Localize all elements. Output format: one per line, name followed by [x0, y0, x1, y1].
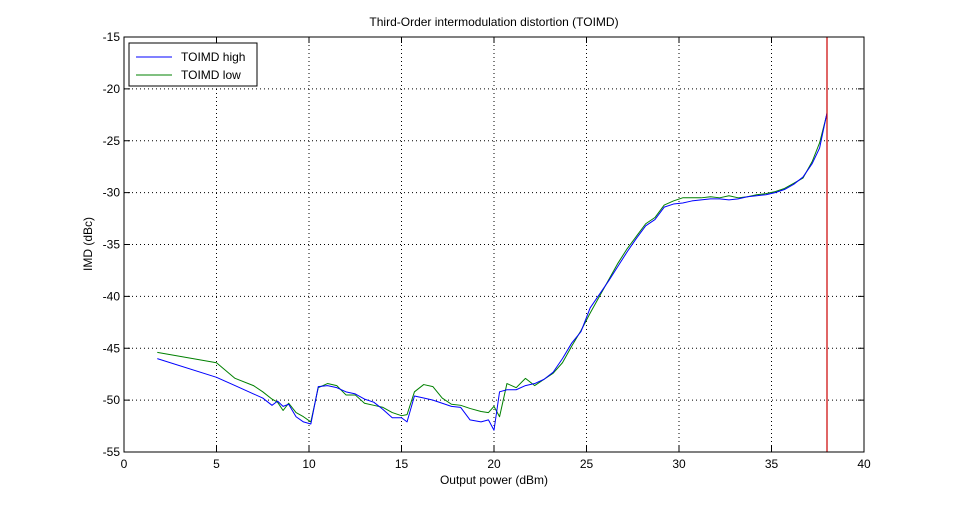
- x-tick-label: 0: [121, 457, 128, 471]
- legend-box: [128, 42, 258, 87]
- x-tick-label: 30: [672, 457, 686, 471]
- series-layer: [157, 112, 828, 431]
- y-tick-label: -50: [103, 393, 121, 407]
- legend-label-high: TOIMD high: [181, 50, 245, 64]
- y-tick-label: -55: [103, 445, 121, 459]
- y-tick-label: -40: [103, 289, 121, 303]
- x-tick-label: 40: [857, 457, 871, 471]
- x-tick-label: 5: [213, 457, 220, 471]
- series-line-toimd-high: [157, 112, 828, 431]
- x-tick-label: 15: [395, 457, 409, 471]
- grid-lines: [124, 37, 864, 452]
- x-tick-label: 20: [487, 457, 501, 471]
- x-axis-label: Output power (dBm): [440, 473, 548, 487]
- x-tick-label: 10: [302, 457, 316, 471]
- axis-ticks: [123, 36, 865, 453]
- chart-title: Third-Order intermodulation distortion (…: [369, 15, 618, 29]
- y-tick-label: -30: [103, 186, 121, 200]
- y-tick-label: -45: [103, 341, 121, 355]
- x-tick-label: 35: [765, 457, 779, 471]
- y-axis-label: IMD (dBc): [81, 217, 95, 271]
- y-tick-label: -35: [103, 238, 121, 252]
- x-tick-label: 25: [580, 457, 594, 471]
- y-tick-label: -15: [103, 30, 121, 44]
- y-tick-label: -20: [103, 82, 121, 96]
- y-tick-label: -25: [103, 134, 121, 148]
- axis-tick-labels: 0 5 10 15 20 25 30 35 40 -15 -20 -25 -30 -35 -40 -45 -50…: [103, 30, 871, 471]
- legend-label-low: TOIMD low: [181, 68, 241, 82]
- legend: TOIMD high TOIMD low: [128, 42, 258, 87]
